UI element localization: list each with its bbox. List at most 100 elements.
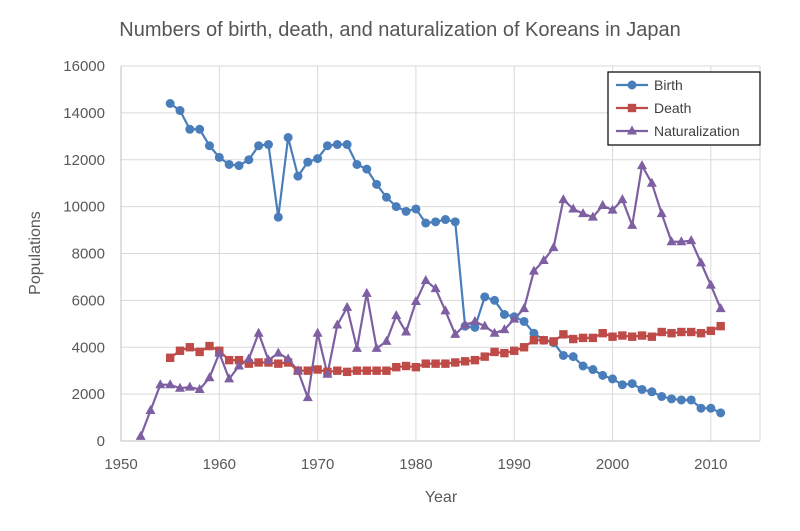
y-tick-label: 14000 (63, 105, 105, 122)
data-point-birth (667, 394, 677, 404)
y-tick-label: 6000 (72, 292, 105, 309)
data-point-death (657, 327, 666, 337)
data-point-death (195, 347, 204, 357)
data-point-naturalization (371, 342, 382, 352)
data-point-naturalization (145, 405, 156, 415)
data-point-death (175, 346, 185, 355)
data-point-birth (362, 164, 372, 174)
data-point-naturalization (656, 208, 667, 218)
data-point-birth (204, 141, 214, 151)
data-point-naturalization (381, 335, 392, 345)
data-point-birth (490, 295, 500, 305)
data-point-death (254, 358, 263, 367)
data-point-death (569, 334, 578, 344)
data-point-naturalization (469, 315, 480, 325)
data-point-birth (401, 206, 411, 216)
data-point-death (352, 366, 362, 375)
data-point-death (205, 341, 214, 351)
data-point-death (342, 367, 352, 377)
plot-border (120, 66, 760, 442)
x-tick-label: 1990 (498, 456, 531, 473)
data-point-naturalization (165, 379, 176, 389)
x-tick-label: 1980 (399, 456, 432, 473)
data-point-naturalization (479, 320, 490, 330)
x-tick-label: 2000 (596, 456, 629, 473)
data-point-naturalization (705, 279, 716, 289)
data-point-death (274, 359, 283, 368)
data-point-naturalization (519, 303, 530, 313)
data-point-death (529, 336, 539, 345)
data-point-naturalization (224, 373, 235, 383)
data-point-naturalization (528, 265, 539, 275)
data-point-naturalization (617, 194, 628, 204)
data-point-death (510, 346, 519, 355)
data-point-naturalization (243, 353, 254, 363)
legend-label-death: Death (654, 100, 691, 116)
x-tick-label: 1960 (203, 456, 236, 473)
data-point-death (500, 348, 509, 358)
data-point-death (392, 362, 401, 372)
data-point-birth (224, 159, 234, 169)
data-point-birth (313, 154, 323, 164)
legend-marker-naturalization (627, 125, 637, 135)
data-point-naturalization (253, 327, 264, 337)
x-tick-label: 2010 (694, 456, 727, 473)
x-tick-label: 1970 (301, 456, 334, 473)
data-point-naturalization (420, 274, 431, 284)
data-point-death (244, 359, 253, 368)
data-point-death (677, 327, 686, 337)
data-point-birth (165, 99, 175, 108)
data-point-naturalization (637, 160, 648, 170)
data-point-death (185, 343, 195, 352)
data-point-birth (421, 218, 431, 228)
data-point-naturalization (263, 354, 274, 364)
data-point-birth (273, 212, 283, 222)
data-point-death (519, 343, 529, 352)
data-point-birth (627, 379, 637, 389)
data-point-death (539, 336, 548, 345)
data-point-naturalization (686, 235, 697, 245)
data-point-death (234, 355, 244, 365)
data-point-birth (175, 106, 185, 116)
data-point-birth (598, 370, 608, 380)
data-point-death (490, 347, 499, 357)
data-point-naturalization (233, 360, 244, 370)
data-point-death (686, 327, 696, 337)
data-point-naturalization (194, 383, 205, 393)
data-point-naturalization (509, 313, 520, 323)
y-tick-label: 0 (97, 433, 105, 450)
data-point-naturalization (430, 283, 441, 293)
data-point-naturalization (568, 203, 579, 213)
data-point-birth (519, 316, 529, 326)
y-axis-label: Populations (27, 211, 44, 295)
data-point-birth (214, 152, 224, 162)
data-point-naturalization (273, 347, 284, 357)
data-point-birth (234, 161, 244, 171)
legend-marker-death (627, 103, 637, 113)
data-point-death (460, 357, 470, 366)
data-point-naturalization (715, 303, 726, 313)
data-point-naturalization (135, 430, 146, 440)
data-point-naturalization (499, 324, 510, 334)
data-point-death (559, 330, 568, 339)
data-point-birth (195, 124, 205, 134)
data-point-naturalization (558, 194, 569, 204)
data-point-death (470, 355, 480, 365)
data-point-naturalization (696, 257, 707, 267)
data-point-naturalization (351, 342, 362, 352)
data-point-birth (499, 309, 509, 319)
data-point-death (313, 365, 322, 374)
data-point-birth (381, 192, 391, 202)
y-tick-label: 8000 (72, 246, 105, 263)
y-tick-labels: 0 2000 4000 6000 8000 10000 12000 14000 16000 (63, 58, 105, 450)
data-point-naturalization (214, 347, 225, 357)
legend-label-birth: Birth (654, 77, 683, 93)
data-point-birth (391, 202, 401, 212)
data-point-birth (617, 380, 627, 390)
data-point-birth (332, 140, 342, 150)
data-point-death (224, 355, 234, 365)
data-point-death (421, 359, 430, 368)
data-point-naturalization (578, 208, 589, 218)
x-tick-label: 1950 (104, 456, 137, 473)
data-point-birth (568, 352, 578, 362)
